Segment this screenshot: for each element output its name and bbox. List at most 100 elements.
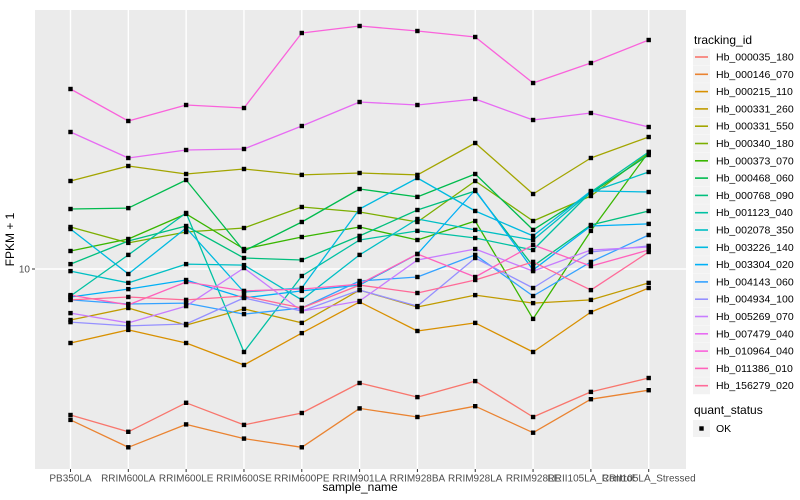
- data-point: [183, 340, 189, 346]
- data-point: [646, 375, 651, 381]
- data-point: [357, 298, 362, 304]
- data-point: [588, 228, 594, 234]
- data-point: [357, 406, 362, 411]
- data-point: [415, 102, 420, 108]
- data-point: [588, 263, 594, 269]
- data-point: [646, 280, 651, 286]
- legend-tracking-item-label: Hb_000768_090: [716, 190, 794, 202]
- data-point: [588, 60, 594, 66]
- data-point: [473, 320, 478, 326]
- data-point: [530, 285, 536, 291]
- data-point: [473, 187, 478, 193]
- x-tick-label: RRIM928BA: [390, 474, 446, 485]
- data-point: [68, 297, 73, 303]
- data-point: [646, 124, 651, 130]
- data-point: [646, 169, 651, 175]
- data-point: [415, 394, 420, 400]
- axis-ticks: PB350LA RRIM600LA RRIM600LE RRIM600SE RRIM60…: [32, 268, 696, 485]
- data-point: [588, 309, 594, 315]
- data-point: [530, 237, 536, 243]
- data-point: [126, 286, 131, 292]
- data-point: [183, 261, 189, 267]
- data-point: [299, 320, 304, 326]
- data-point: [68, 261, 73, 267]
- data-point: [299, 297, 304, 303]
- data-point: [183, 147, 189, 153]
- data-point: [357, 224, 362, 230]
- data-point: [241, 293, 247, 299]
- data-point: [126, 238, 131, 244]
- data-point: [646, 388, 651, 393]
- data-point: [241, 225, 247, 231]
- data-point: [126, 205, 131, 211]
- data-point: [299, 30, 304, 36]
- data-point: [530, 227, 536, 233]
- legend-tracking-item-label: Hb_000035_180: [716, 52, 794, 64]
- data-point: [241, 262, 247, 268]
- legend-tracking-item-label: Hb_000215_110: [716, 86, 793, 98]
- data-point: [126, 323, 131, 329]
- data-point: [299, 234, 304, 240]
- data-point: [588, 397, 594, 402]
- data-point: [241, 349, 247, 355]
- data-point: [530, 259, 536, 265]
- data-point: [415, 290, 420, 296]
- x-tick-label: RRIM600LA: [101, 474, 156, 485]
- x-tick-label: RRII105LA_Control: [548, 474, 635, 485]
- data-point: [646, 149, 651, 155]
- data-point: [473, 178, 478, 184]
- data-point: [299, 273, 304, 279]
- legend-tracking-item-label: Hb_000373_070: [716, 155, 794, 167]
- data-point: [241, 306, 247, 312]
- data-point: [415, 257, 420, 263]
- data-point: [299, 123, 304, 129]
- data-point: [241, 422, 247, 428]
- data-point: [183, 171, 189, 177]
- data-point: [183, 400, 189, 405]
- x-tick-label: RRIM600SE: [216, 474, 272, 485]
- legend-tracking-item-label: Hb_003226_140: [716, 242, 794, 254]
- data-point: [183, 279, 189, 285]
- data-point: [646, 244, 651, 250]
- data-point: [646, 189, 651, 195]
- data-point: [530, 80, 536, 86]
- legend-tracking-item-label: Hb_003304_020: [716, 259, 794, 271]
- data-point: [68, 268, 73, 274]
- data-point: [241, 105, 247, 111]
- legend-tracking-item-label: Hb_004934_100: [716, 294, 794, 306]
- data-point: [299, 219, 304, 225]
- data-point: [588, 110, 594, 116]
- data-point: [530, 233, 536, 239]
- data-point: [473, 34, 478, 40]
- data-point: [530, 349, 536, 355]
- data-point: [415, 172, 420, 178]
- data-point: [415, 228, 420, 234]
- data-point: [299, 172, 304, 178]
- legend-tracking-item-label: Hb_007479_040: [716, 328, 794, 340]
- legend-tracking-item-label: Hb_000146_070: [716, 69, 794, 81]
- data-point: [241, 362, 247, 368]
- data-point: [473, 140, 478, 146]
- data-point: [126, 294, 131, 300]
- legend-tracking-item-label: Hb_000331_550: [716, 121, 794, 133]
- legend-tracking-item-label: Hb_156279_020: [716, 380, 794, 392]
- data-point: [415, 207, 420, 213]
- data-point: [588, 247, 594, 253]
- data-point: [415, 251, 420, 257]
- data-point: [357, 186, 362, 192]
- data-point: [588, 259, 594, 265]
- data-point: [530, 430, 536, 435]
- x-tick-label: RRIM928LE: [506, 474, 561, 485]
- data-point: [473, 246, 478, 252]
- data-point: [68, 206, 73, 212]
- data-point: [646, 232, 651, 238]
- data-point: [241, 436, 247, 441]
- data-point: [183, 300, 189, 306]
- data-point: [126, 445, 131, 450]
- data-point: [299, 286, 304, 292]
- data-point: [473, 255, 478, 261]
- data-point: [357, 252, 362, 258]
- legend-quant-item-label: OK: [716, 423, 731, 435]
- data-point: [299, 445, 304, 450]
- data-point: [473, 404, 478, 409]
